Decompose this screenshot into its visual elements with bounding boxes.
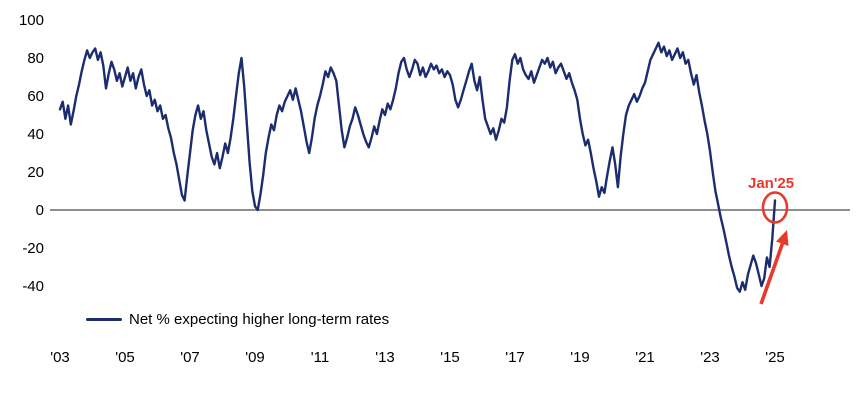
y-tick-label: -40 xyxy=(22,278,44,295)
y-tick-label: 20 xyxy=(27,164,44,181)
y-tick-label: 40 xyxy=(27,126,44,143)
y-tick-label: 60 xyxy=(27,88,44,105)
annotation-arrow-shaft xyxy=(759,241,785,305)
y-tick-label: 100 xyxy=(19,12,44,29)
series-line xyxy=(58,41,777,293)
x-tick-label: '03 xyxy=(50,349,70,366)
x-tick-label: '11 xyxy=(311,349,329,366)
legend-label: Net % expecting higher long-term rates xyxy=(129,311,390,328)
x-tick-label: '25 xyxy=(765,349,785,366)
annotation-jan25: Jan'25 xyxy=(748,175,795,192)
x-tick-label: '21 xyxy=(635,349,655,366)
x-tick-label: '15 xyxy=(440,349,460,366)
x-tick-label: '07 xyxy=(180,349,200,366)
y-tick-label: 0 xyxy=(36,202,44,219)
annotation-arrow-head xyxy=(776,230,789,246)
x-tick-label: '23 xyxy=(700,349,720,366)
x-tick-label: '19 xyxy=(570,349,590,366)
annotation-circle xyxy=(761,191,789,224)
legend-line-swatch xyxy=(86,317,122,322)
x-tick-label: '17 xyxy=(505,349,525,366)
x-tick-label: '13 xyxy=(375,349,395,366)
y-tick-label: 80 xyxy=(27,50,44,67)
y-tick-label: -20 xyxy=(22,240,44,257)
legend: Net % expecting higher long-term rates xyxy=(86,311,389,328)
x-tick-label: '09 xyxy=(245,349,265,366)
x-tick-label: '05 xyxy=(115,349,135,366)
